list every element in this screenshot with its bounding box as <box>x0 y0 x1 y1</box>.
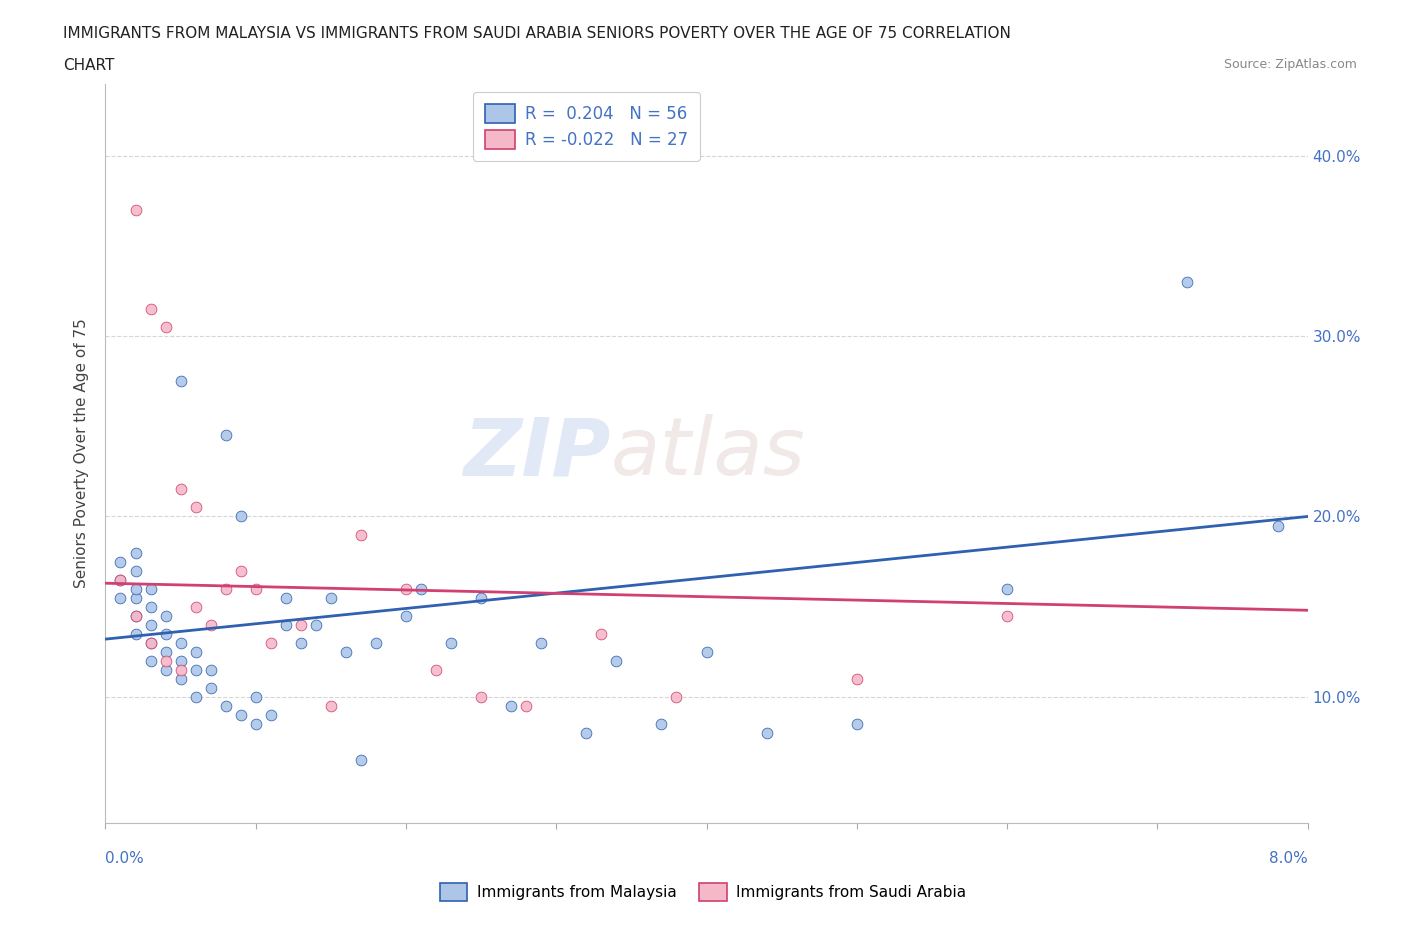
Point <box>755 725 778 740</box>
Point <box>274 591 297 605</box>
Point <box>260 635 283 650</box>
Point <box>245 716 267 731</box>
Point <box>124 564 146 578</box>
Point <box>155 626 177 641</box>
Point <box>350 527 373 542</box>
Point <box>501 698 523 713</box>
Point <box>110 591 132 605</box>
Point <box>124 203 146 218</box>
Point <box>169 662 191 677</box>
Point <box>184 500 207 515</box>
Text: Source: ZipAtlas.com: Source: ZipAtlas.com <box>1223 58 1357 71</box>
Point <box>470 591 492 605</box>
Point <box>124 545 146 560</box>
Point <box>350 752 373 767</box>
Point <box>245 689 267 704</box>
Point <box>124 608 146 623</box>
Text: atlas: atlas <box>610 415 806 492</box>
Point <box>229 564 252 578</box>
Point <box>575 725 598 740</box>
Point <box>440 635 463 650</box>
Point <box>214 581 236 596</box>
Point <box>124 608 146 623</box>
Point <box>155 320 177 335</box>
Point <box>245 581 267 596</box>
Point <box>696 644 718 659</box>
Point <box>169 635 191 650</box>
Point <box>110 554 132 569</box>
Point <box>110 572 132 587</box>
Point <box>515 698 537 713</box>
Point <box>1175 274 1198 289</box>
Point <box>995 581 1018 596</box>
Text: IMMIGRANTS FROM MALAYSIA VS IMMIGRANTS FROM SAUDI ARABIA SENIORS POVERTY OVER TH: IMMIGRANTS FROM MALAYSIA VS IMMIGRANTS F… <box>63 26 1011 41</box>
Text: CHART: CHART <box>63 58 115 73</box>
Point <box>124 626 146 641</box>
Point <box>139 653 162 668</box>
Point <box>169 374 191 389</box>
Text: ZIP: ZIP <box>463 415 610 492</box>
Point <box>229 509 252 524</box>
Point <box>139 635 162 650</box>
Point <box>845 671 868 686</box>
Point <box>139 581 162 596</box>
Point <box>155 662 177 677</box>
Point <box>1267 518 1289 533</box>
Point <box>124 591 146 605</box>
Point <box>395 608 418 623</box>
Point <box>364 635 387 650</box>
Point <box>169 482 191 497</box>
Text: 0.0%: 0.0% <box>105 851 145 866</box>
Point <box>124 581 146 596</box>
Text: 8.0%: 8.0% <box>1268 851 1308 866</box>
Point <box>260 708 283 723</box>
Point <box>184 644 207 659</box>
Point <box>139 301 162 316</box>
Point <box>395 581 418 596</box>
Point <box>229 708 252 723</box>
Legend: Immigrants from Malaysia, Immigrants from Saudi Arabia: Immigrants from Malaysia, Immigrants fro… <box>432 875 974 909</box>
Point <box>319 591 342 605</box>
Point <box>110 572 132 587</box>
Point <box>139 599 162 614</box>
Point <box>139 635 162 650</box>
Point <box>995 608 1018 623</box>
Point <box>845 716 868 731</box>
Point <box>650 716 672 731</box>
Point <box>290 618 312 632</box>
Point <box>200 681 222 696</box>
Point <box>214 428 236 443</box>
Point <box>155 608 177 623</box>
Point <box>409 581 432 596</box>
Point <box>290 635 312 650</box>
Point <box>274 618 297 632</box>
Point <box>155 644 177 659</box>
Point <box>425 662 447 677</box>
Point <box>591 626 613 641</box>
Point <box>470 689 492 704</box>
Point <box>214 698 236 713</box>
Legend: R =  0.204   N = 56, R = -0.022   N = 27: R = 0.204 N = 56, R = -0.022 N = 27 <box>472 92 700 161</box>
Point <box>665 689 688 704</box>
Point <box>184 689 207 704</box>
Point <box>200 618 222 632</box>
Point <box>184 662 207 677</box>
Point <box>169 653 191 668</box>
Point <box>169 671 191 686</box>
Point <box>319 698 342 713</box>
Point <box>305 618 328 632</box>
Y-axis label: Seniors Poverty Over the Age of 75: Seniors Poverty Over the Age of 75 <box>75 318 90 589</box>
Point <box>605 653 627 668</box>
Point <box>530 635 553 650</box>
Point <box>200 662 222 677</box>
Point <box>155 653 177 668</box>
Point <box>184 599 207 614</box>
Point <box>139 618 162 632</box>
Point <box>335 644 357 659</box>
